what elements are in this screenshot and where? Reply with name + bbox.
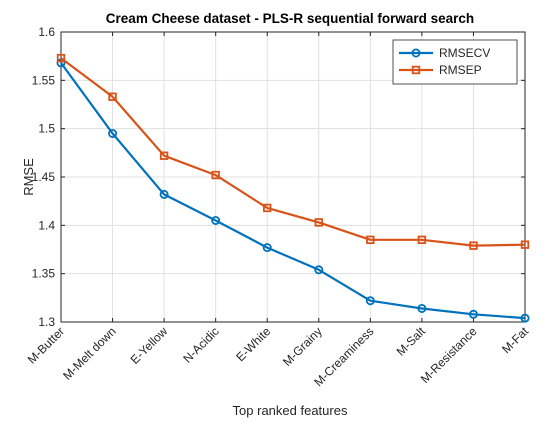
legend: RMSECV RMSEP (392, 39, 518, 85)
data-point-rmsecv (159, 189, 169, 199)
data-point-rmsecv (417, 303, 427, 313)
data-point-rmsep (366, 235, 375, 245)
legend-marker-rmsecv (411, 48, 421, 58)
series-line-rmsep (60, 57, 526, 247)
data-point-rmsecv (365, 296, 375, 306)
y-tick-label: 1.55 (32, 73, 56, 87)
data-point-rmsecv (520, 313, 530, 323)
data-point-rmsep (159, 151, 169, 160)
data-point-rmsep (520, 240, 530, 249)
legend-box (392, 39, 518, 85)
data-point-rmsep (263, 203, 272, 213)
y-tick-label: 1.6 (38, 25, 55, 39)
data-point-rmsep (469, 241, 478, 250)
y-tick-label: 1.3 (38, 315, 55, 329)
y-tick-label: 1.45 (32, 170, 56, 184)
legend-marker-rmsep (411, 65, 421, 75)
y-tick-label: 1.5 (38, 122, 55, 136)
data-point-rmsep (56, 53, 66, 63)
series-group (56, 53, 530, 323)
legend-label-rmsecv: RMSECV (439, 46, 490, 60)
y-tick-label: 1.35 (32, 267, 56, 281)
data-point-rmsep (417, 235, 427, 245)
chart-title: Cream Cheese dataset - PLS-R sequential … (106, 11, 474, 26)
data-point-rmsep (314, 218, 323, 227)
data-point-rmsep (108, 92, 117, 101)
data-point-rmsecv (211, 215, 221, 225)
data-point-rmsecv (468, 309, 478, 319)
data-point-rmsecv (314, 265, 324, 275)
y-tick-label: 1.4 (38, 218, 55, 232)
legend-label-rmsep: RMSEP (439, 63, 482, 77)
series-line-rmsecv (60, 62, 526, 320)
data-point-rmsep (211, 170, 220, 180)
data-point-rmsecv (262, 243, 272, 253)
data-point-rmsecv (108, 128, 118, 138)
x-axis-label: Top ranked features (233, 403, 348, 418)
y-axis-label: RMSE (21, 158, 36, 196)
